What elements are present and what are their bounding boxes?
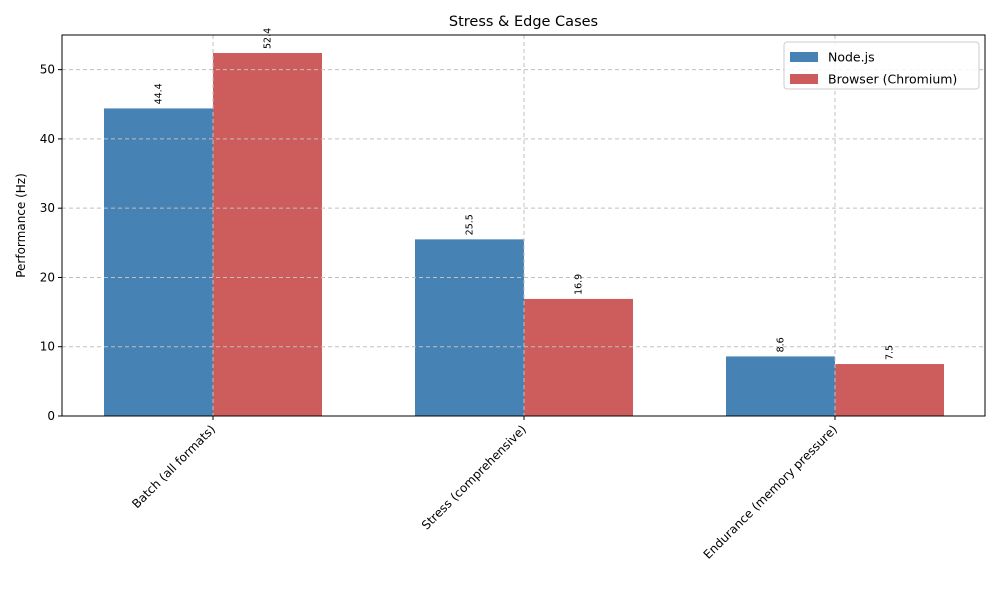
legend-swatch: [790, 74, 818, 84]
data-label: 16.9: [574, 274, 585, 295]
y-tick-label: 0: [47, 409, 55, 423]
data-label: 25.5: [465, 214, 476, 235]
legend-label: Node.js: [828, 50, 875, 65]
chart-title: Stress & Edge Cases: [449, 14, 598, 30]
legend-swatch: [790, 52, 818, 62]
legend-label: Browser (Chromium): [828, 72, 957, 87]
y-tick-label: 50: [40, 63, 55, 77]
data-label: 7.5: [885, 345, 896, 360]
legend-box: [783, 41, 980, 90]
y-tick-label: 40: [40, 132, 55, 146]
bar: [726, 356, 835, 416]
grid-lines: [62, 35, 985, 416]
y-tick-label: 30: [40, 201, 55, 215]
data-labels: 44.4 25.5 8.6 52.4 16.9 7.5: [154, 28, 896, 360]
bar: [415, 239, 524, 416]
y-tick-label: 10: [40, 340, 55, 354]
x-tick-label: Endurance (memory pressure): [701, 422, 840, 561]
y-tick-label: 20: [40, 270, 55, 284]
bar: [104, 108, 213, 417]
bars: [104, 53, 944, 417]
x-tick-label: Stress (comprehensive): [419, 422, 529, 532]
x-tick-label: Batch (all formats): [129, 422, 218, 511]
legend: Node.js Browser (Chromium): [783, 41, 980, 90]
bar: [213, 53, 322, 416]
y-axis-label: Performance (Hz): [14, 173, 28, 278]
bar: [524, 298, 633, 416]
bar: [835, 364, 944, 416]
data-label: 52.4: [263, 28, 274, 49]
plot-frame: [61, 34, 986, 417]
data-label: 8.6: [776, 337, 787, 352]
data-label: 44.4: [154, 83, 165, 104]
